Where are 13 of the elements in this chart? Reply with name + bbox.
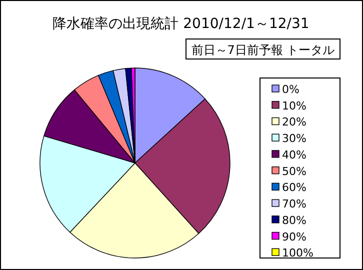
legend-label: 30% <box>282 132 306 146</box>
chart-subtitle: 前日～7日前予報 トータル <box>191 43 335 57</box>
legend-label: 90% <box>282 230 306 244</box>
legend-label: 100% <box>282 246 314 260</box>
chart-title: 降水確率の出現統計 2010/12/1～12/31 <box>52 16 310 32</box>
legend-label: 0% <box>282 83 300 96</box>
legend-label: 40% <box>282 148 306 162</box>
legend-label: 80% <box>282 214 306 227</box>
legend-label: 60% <box>282 181 306 194</box>
legend-label: 10% <box>282 99 306 112</box>
legend-label: 70% <box>282 198 306 211</box>
legend-label: 20% <box>282 116 306 129</box>
legend-label: 50% <box>282 164 306 178</box>
